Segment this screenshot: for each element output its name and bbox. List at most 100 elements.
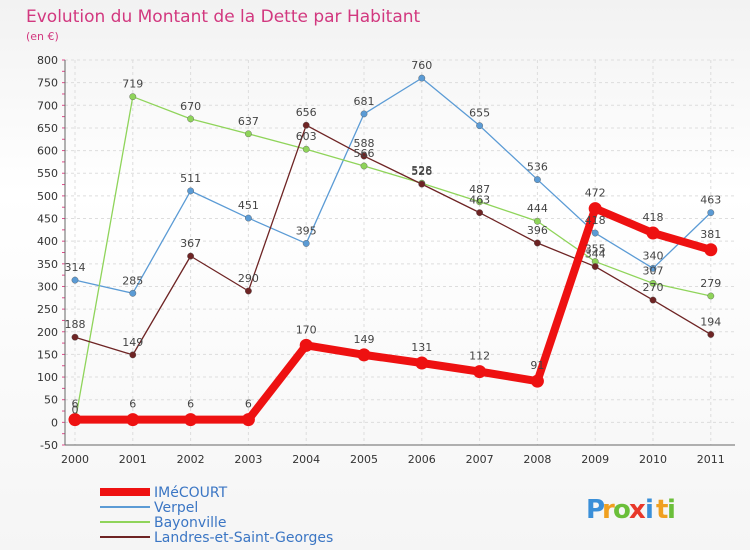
data-label: 418 [643,211,664,224]
series-line-Verpel [74,77,712,294]
data-label: 170 [296,323,317,336]
data-label: 270 [643,281,664,294]
data-point [534,239,541,247]
data-point [126,413,140,427]
data-label: 566 [354,147,375,160]
logo-letter: r [602,495,615,525]
x-tick-label: 2000 [61,453,89,466]
data-point [704,243,718,257]
data-point [302,240,310,247]
chart-subtitle: (en €) [26,30,59,43]
data-point [129,93,137,101]
data-point [415,356,429,370]
data-label: 355 [585,243,606,256]
y-tick-label: 500 [37,190,58,203]
data-point [418,74,426,82]
data-label: 6 [245,398,252,411]
data-label: 395 [296,224,317,237]
x-tick-label: 2011 [697,453,725,466]
data-labels: 314 285 511 451 395 681 760 655 536 418 340 463 0 719… [65,59,722,416]
legend-entry: Bayonville [154,515,226,531]
data-point [71,276,79,284]
y-tick-label: 0 [51,416,58,429]
y-tick-label: 200 [37,326,58,339]
data-point [591,229,599,237]
data-point [360,162,368,170]
data-label: 381 [700,228,721,241]
data-point [591,263,599,270]
data-label: 112 [469,350,490,363]
data-point [187,115,195,123]
data-point [68,413,82,427]
data-label: 670 [180,100,201,113]
data-label: 526 [411,165,432,178]
data-label: 188 [65,318,86,331]
series-line-IMéCOURT [71,204,715,424]
data-point [473,365,487,379]
data-point [360,152,368,160]
data-label: 91 [530,359,544,372]
data-point [187,252,195,260]
y-tick-label: -50 [40,439,58,452]
data-point [707,209,715,217]
data-point [357,348,371,362]
data-label: 344 [585,248,606,261]
data-label: 463 [700,194,721,207]
y-tick-label: 600 [37,145,58,158]
data-label: 463 [469,194,490,207]
x-tick-label: 2002 [177,453,205,466]
data-point [476,209,483,217]
axes: -50 0 50 100 150 200 250 300 350 400 450 500 550 600 6… [37,54,735,466]
data-point [534,176,541,183]
y-tick-label: 700 [37,99,58,112]
data-point [184,413,198,427]
data-point [129,289,137,297]
data-label: 681 [354,95,375,108]
data-point [476,122,483,130]
y-tick-label: 400 [37,235,58,248]
data-point [302,145,310,153]
logo-letter: o [613,495,631,525]
data-point [302,121,310,129]
data-point [244,130,252,138]
data-label: 131 [411,341,432,354]
series-line-Bayonville [74,96,712,424]
data-point [299,338,313,352]
y-tick-label: 300 [37,280,58,293]
data-label: 472 [585,187,606,200]
data-label: 149 [122,336,143,349]
data-label: 588 [354,137,375,150]
y-tick-label: 650 [37,122,58,135]
data-label: 279 [700,277,721,290]
data-point [418,180,426,188]
data-label: 528 [411,164,432,177]
data-label: 719 [122,78,143,91]
logo-letter: P [586,495,605,525]
y-tick-label: 350 [37,258,58,271]
logo-letter: i [645,495,654,525]
y-tick-label: 550 [37,167,58,180]
logo-letter: i [667,495,676,525]
data-point [476,198,483,206]
data-point [707,292,715,300]
data-label: 760 [411,59,432,72]
data-point [649,296,657,304]
logo-letter: x [629,495,646,525]
legend: IMéCOURTVerpelBayonvilleLandres-et-Saint… [100,485,333,546]
x-tick-label: 2001 [119,453,147,466]
y-tick-label: 800 [37,54,58,67]
y-tick-label: 50 [44,394,58,407]
data-point [530,374,544,388]
data-label: 637 [238,115,259,128]
data-label: 307 [643,264,664,277]
logo-letter: t [656,495,668,525]
y-tick-label: 100 [37,371,58,384]
chart-title: Evolution du Montant de la Dette par Hab… [26,7,421,27]
series-line-Landres-et-Saint-Georges [74,124,712,356]
data-label: 6 [129,398,136,411]
data-label: 290 [238,272,259,285]
x-tick-label: 2005 [350,453,378,466]
data-point [646,226,660,240]
data-label: 6 [187,398,194,411]
